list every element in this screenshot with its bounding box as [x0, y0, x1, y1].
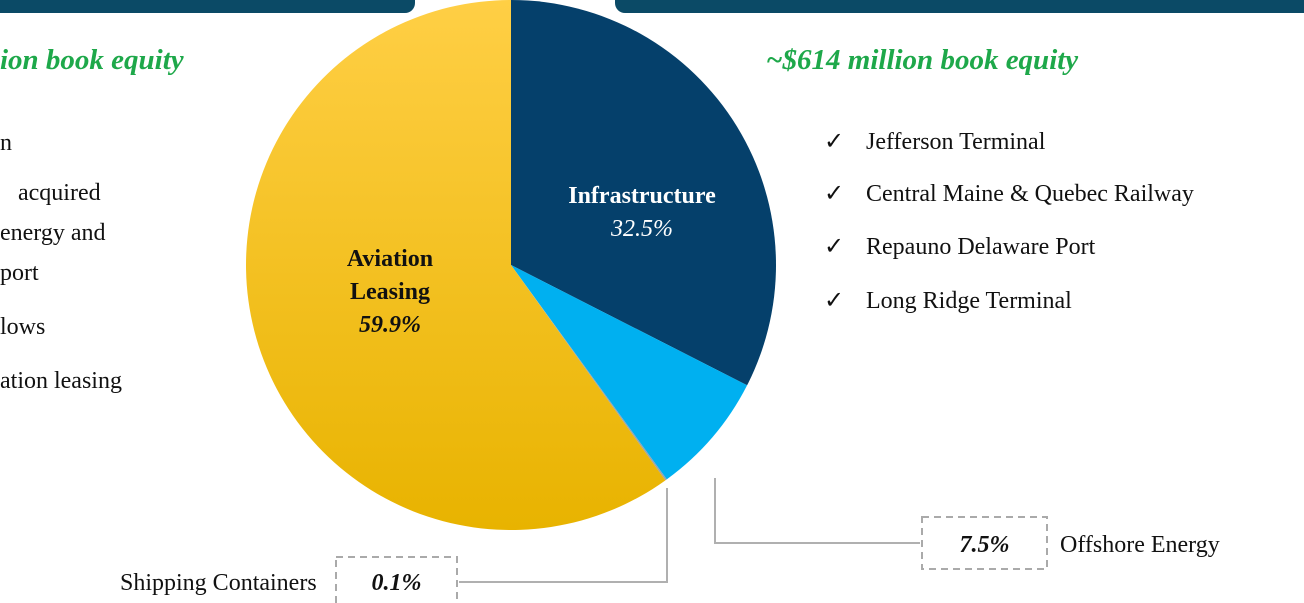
slice-label: Aviation Leasing 59.9%: [315, 243, 465, 342]
slice-label: Infrastructure 32.5%: [532, 180, 752, 246]
category-label: Shipping Containers: [120, 570, 317, 596]
left-line: port: [0, 260, 39, 286]
category-label: Aviation Leasing: [346, 246, 434, 305]
pie-slice: [511, 265, 748, 480]
pie-slice: [246, 0, 666, 530]
pie-slice: [511, 265, 667, 481]
list-item: Long Ridge Terminal: [824, 289, 1072, 313]
list-item: Jefferson Terminal: [824, 130, 1045, 154]
label-box: [335, 556, 458, 603]
right-heading: ~$614 million book equity: [766, 44, 1079, 76]
value-label: 0.1%: [371, 570, 422, 596]
leader-line: [714, 478, 920, 544]
left-line: energy and: [0, 220, 106, 246]
list-item: Central Maine & Quebec Railway: [824, 182, 1194, 206]
label-box: [921, 516, 1048, 570]
header-bar: [615, 0, 1304, 13]
pie-slice: [511, 0, 776, 386]
category-label: Offshore Energy: [1060, 532, 1220, 558]
header-bar: [0, 0, 415, 13]
value-label: 32.5%: [611, 216, 673, 242]
value-label: 59.9%: [359, 312, 421, 338]
list-item: Repauno Delaware Port: [824, 235, 1095, 259]
left-heading: ion book equity: [0, 44, 184, 76]
left-line: ation leasing: [0, 368, 122, 394]
left-line: lows: [0, 314, 46, 340]
value-label: 7.5%: [959, 532, 1010, 558]
category-label: Infrastructure: [568, 183, 716, 209]
left-line: n: [0, 130, 12, 156]
left-line: acquired: [18, 180, 101, 206]
leader-line: [459, 488, 668, 583]
